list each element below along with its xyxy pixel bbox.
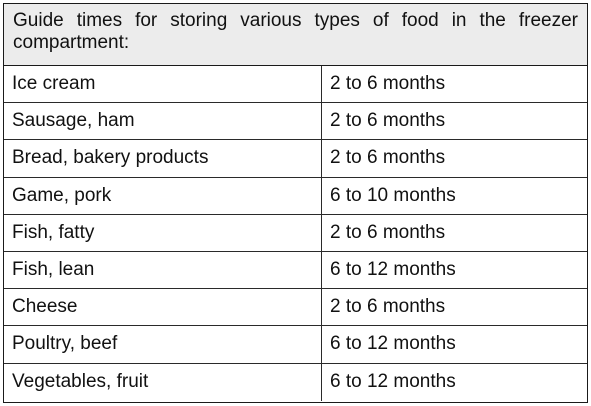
storage-time-cell: 6 to 12 months: [330, 259, 456, 281]
table-row: Game, pork 6 to 10 months: [4, 177, 587, 215]
table-row: Cheese 2 to 6 months: [4, 289, 587, 327]
storage-time-cell: 2 to 6 months: [330, 221, 446, 243]
storage-times-table: Guide times for storing various types of…: [3, 3, 588, 403]
storage-time-cell: 2 to 6 months: [330, 73, 446, 95]
food-type-cell: Cheese: [4, 289, 322, 326]
storage-time-cell: 6 to 12 months: [330, 371, 456, 393]
table-row: Poultry, beef 6 to 12 months: [4, 326, 587, 364]
table-row: Bread, bakery products 2 to 6 months: [4, 140, 587, 178]
table-row: Fish, lean 6 to 12 months: [4, 251, 587, 290]
food-type-cell: Ice cream: [4, 66, 322, 103]
food-type-cell: Sausage, ham: [4, 103, 322, 140]
food-type-cell: Fish, lean: [4, 251, 322, 289]
table-caption: Guide times for storing various types of…: [4, 4, 587, 66]
table-row: Fish, fatty 2 to 6 months: [4, 214, 587, 252]
table-row: Ice cream 2 to 6 months: [4, 66, 587, 104]
storage-time-cell: 2 to 6 months: [330, 110, 446, 132]
food-type-cell: Fish, fatty: [4, 214, 322, 251]
table-row: Sausage, ham 2 to 6 months: [4, 103, 587, 141]
table-row: Vegetables, fruit 6 to 12 months: [4, 363, 587, 401]
food-type-cell: Vegetables, fruit: [4, 363, 322, 401]
storage-time-cell: 2 to 6 months: [330, 147, 446, 169]
storage-time-cell: 6 to 12 months: [330, 333, 456, 355]
food-type-cell: Bread, bakery products: [4, 140, 322, 177]
storage-time-cell: 6 to 10 months: [330, 184, 456, 206]
food-type-cell: Game, pork: [4, 177, 322, 214]
storage-time-cell: 2 to 6 months: [330, 296, 446, 318]
food-type-cell: Poultry, beef: [4, 326, 322, 363]
